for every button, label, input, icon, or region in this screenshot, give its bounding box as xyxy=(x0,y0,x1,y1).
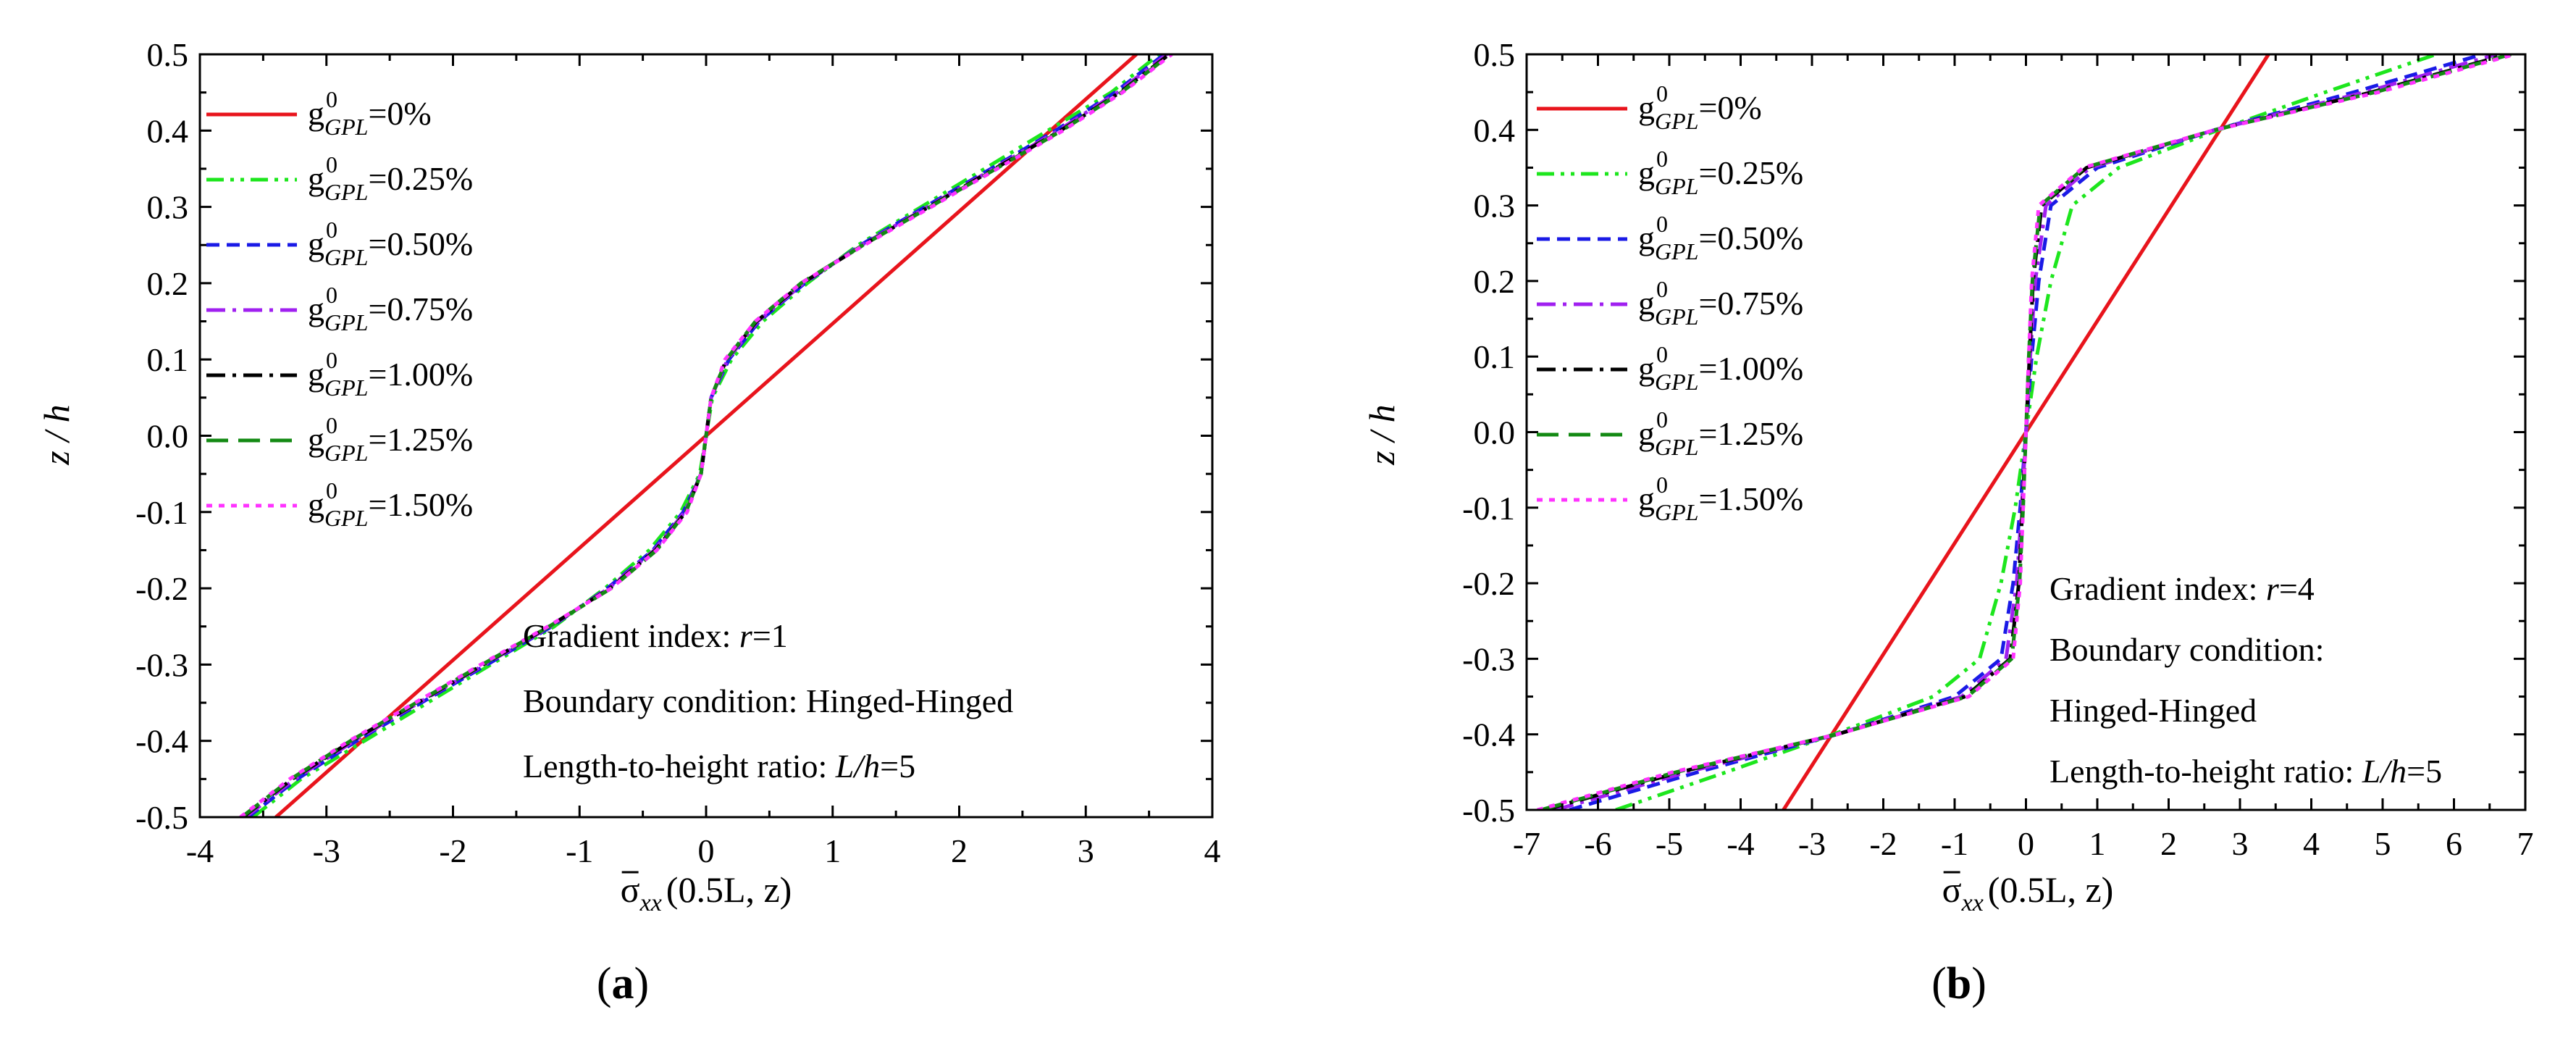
legend-entry-6: g0 GPL=1.50% xyxy=(308,477,473,531)
y-tick-label: 0.2 xyxy=(1474,263,1516,300)
legend-entry-5: g0 GPL=1.25% xyxy=(308,412,473,466)
y-tick-label: 0.2 xyxy=(147,265,189,302)
legend-entry-3: g0 GPL=0.75% xyxy=(1638,276,1803,330)
annotation-1: Boundary condition: xyxy=(2050,631,2324,668)
y-tick-label: 0.3 xyxy=(147,189,189,226)
x-tick-label: -7 xyxy=(1513,825,1540,862)
y-tick-label: -0.1 xyxy=(135,494,188,531)
y-tick-label: -0.4 xyxy=(1462,716,1515,753)
legend-entry-4: g0 GPL=1.00% xyxy=(1638,341,1803,395)
x-tick-label: 3 xyxy=(2232,825,2249,862)
annotation-1: Boundary condition: Hinged-Hinged xyxy=(523,682,1013,719)
y-tick-label: 0.4 xyxy=(1474,112,1516,149)
series-line-6 xyxy=(239,54,1173,817)
panel-a: -4 -3 -2 -1 0 1 2 3 4 0.5 0.4 0.3 0.2 0.1 0.0 -0.1 -0.2 -… xyxy=(36,36,1221,1008)
annotation-2: Length-to-height ratio: L/h=5 xyxy=(523,748,915,785)
x-tick-label: 0 xyxy=(2018,825,2034,862)
x-tick-label: -2 xyxy=(439,832,466,869)
legend-entry-6: g0 GPL=1.50% xyxy=(1638,472,1803,525)
y-tick-label: 0.1 xyxy=(147,341,189,378)
y-tick-label: -0.3 xyxy=(1462,640,1515,677)
x-tick-label: -2 xyxy=(1869,825,1897,862)
y-tick-label: 0.1 xyxy=(1474,338,1516,375)
legend-entry-1: g0 GPL=0.25% xyxy=(308,151,473,205)
x-tick-label: -5 xyxy=(1656,825,1683,862)
y-axis-title: z / h xyxy=(36,404,77,465)
x-tick-label: -1 xyxy=(1941,825,1968,862)
series-line-6 xyxy=(1537,54,2515,810)
x-tick-label: -6 xyxy=(1584,825,1611,862)
legend-entry-0: g0 GPL=0% xyxy=(308,86,432,140)
x-tick-label: 2 xyxy=(951,832,968,869)
y-tick-label: 0.3 xyxy=(1474,188,1516,225)
x-tick-label: 0 xyxy=(698,832,715,869)
x-tick-label: 5 xyxy=(2375,825,2391,862)
y-tick-label: -0.3 xyxy=(135,646,188,683)
x-tick-label: 1 xyxy=(2089,825,2106,862)
legend-entry-3: g0 GPL=0.75% xyxy=(308,282,473,335)
legend-entry-4: g0 GPL=1.00% xyxy=(308,347,473,401)
legend-entry-0: g0 GPL=0% xyxy=(1638,80,1762,134)
annotation-0: Gradient index: r=4 xyxy=(2050,570,2315,607)
y-tick-label: -0.5 xyxy=(1462,792,1515,829)
x-tick-label: -1 xyxy=(566,832,593,869)
legend-entry-2: g0 GPL=0.50% xyxy=(1638,211,1803,264)
panel-label: (a) xyxy=(597,959,649,1008)
x-axis-title: σxx (0.5L, z) xyxy=(1942,869,2114,916)
panel-b: -7 -6 -5 -4 -3 -2 -1 0 1 2 3 4 5 6 7 0.5 0.4 0.3 0.2 0.1 0.0… xyxy=(1362,36,2534,1008)
y-tick-label: 0.0 xyxy=(147,418,189,455)
legend-entry-5: g0 GPL=1.25% xyxy=(1638,406,1803,460)
x-tick-label: 3 xyxy=(1078,832,1094,869)
x-tick-label: -3 xyxy=(313,832,340,869)
x-tick-label: -3 xyxy=(1798,825,1826,862)
y-tick-label: -0.4 xyxy=(135,723,188,760)
x-tick-label: 6 xyxy=(2446,825,2462,862)
y-tick-label: 0.4 xyxy=(147,112,189,149)
y-tick-label: 0.5 xyxy=(147,36,189,73)
y-tick-label: -0.1 xyxy=(1462,490,1515,527)
x-tick-label: 2 xyxy=(2160,825,2177,862)
annotation-3: Length-to-height ratio: L/h=5 xyxy=(2050,753,2442,790)
y-tick-label: -0.2 xyxy=(1462,565,1515,602)
y-tick-label: 0.0 xyxy=(1474,414,1516,451)
series-group xyxy=(1537,54,2515,810)
annotation-0: Gradient index: r=1 xyxy=(523,617,788,654)
x-tick-label: 4 xyxy=(2303,825,2320,862)
x-axis-title: σxx (0.5L, z) xyxy=(621,869,792,916)
panel-label: (b) xyxy=(1931,959,1986,1008)
y-tick-label: 0.5 xyxy=(1474,36,1516,73)
x-tick-label: 7 xyxy=(2517,825,2534,862)
x-tick-label: -4 xyxy=(186,832,214,869)
series-group xyxy=(239,54,1173,817)
x-tick-label: 1 xyxy=(824,832,841,869)
y-tick-label: -0.5 xyxy=(135,799,188,836)
series-line-4 xyxy=(1543,54,2509,810)
legend-entry-2: g0 GPL=0.50% xyxy=(308,217,473,270)
legend-entry-1: g0 GPL=0.25% xyxy=(1638,146,1803,199)
x-tick-label: -4 xyxy=(1727,825,1754,862)
annotation-2: Hinged-Hinged xyxy=(2050,692,2257,729)
x-tick-label: 4 xyxy=(1204,832,1221,869)
y-axis-title: z / h xyxy=(1362,404,1402,465)
y-tick-label: -0.2 xyxy=(135,570,188,607)
